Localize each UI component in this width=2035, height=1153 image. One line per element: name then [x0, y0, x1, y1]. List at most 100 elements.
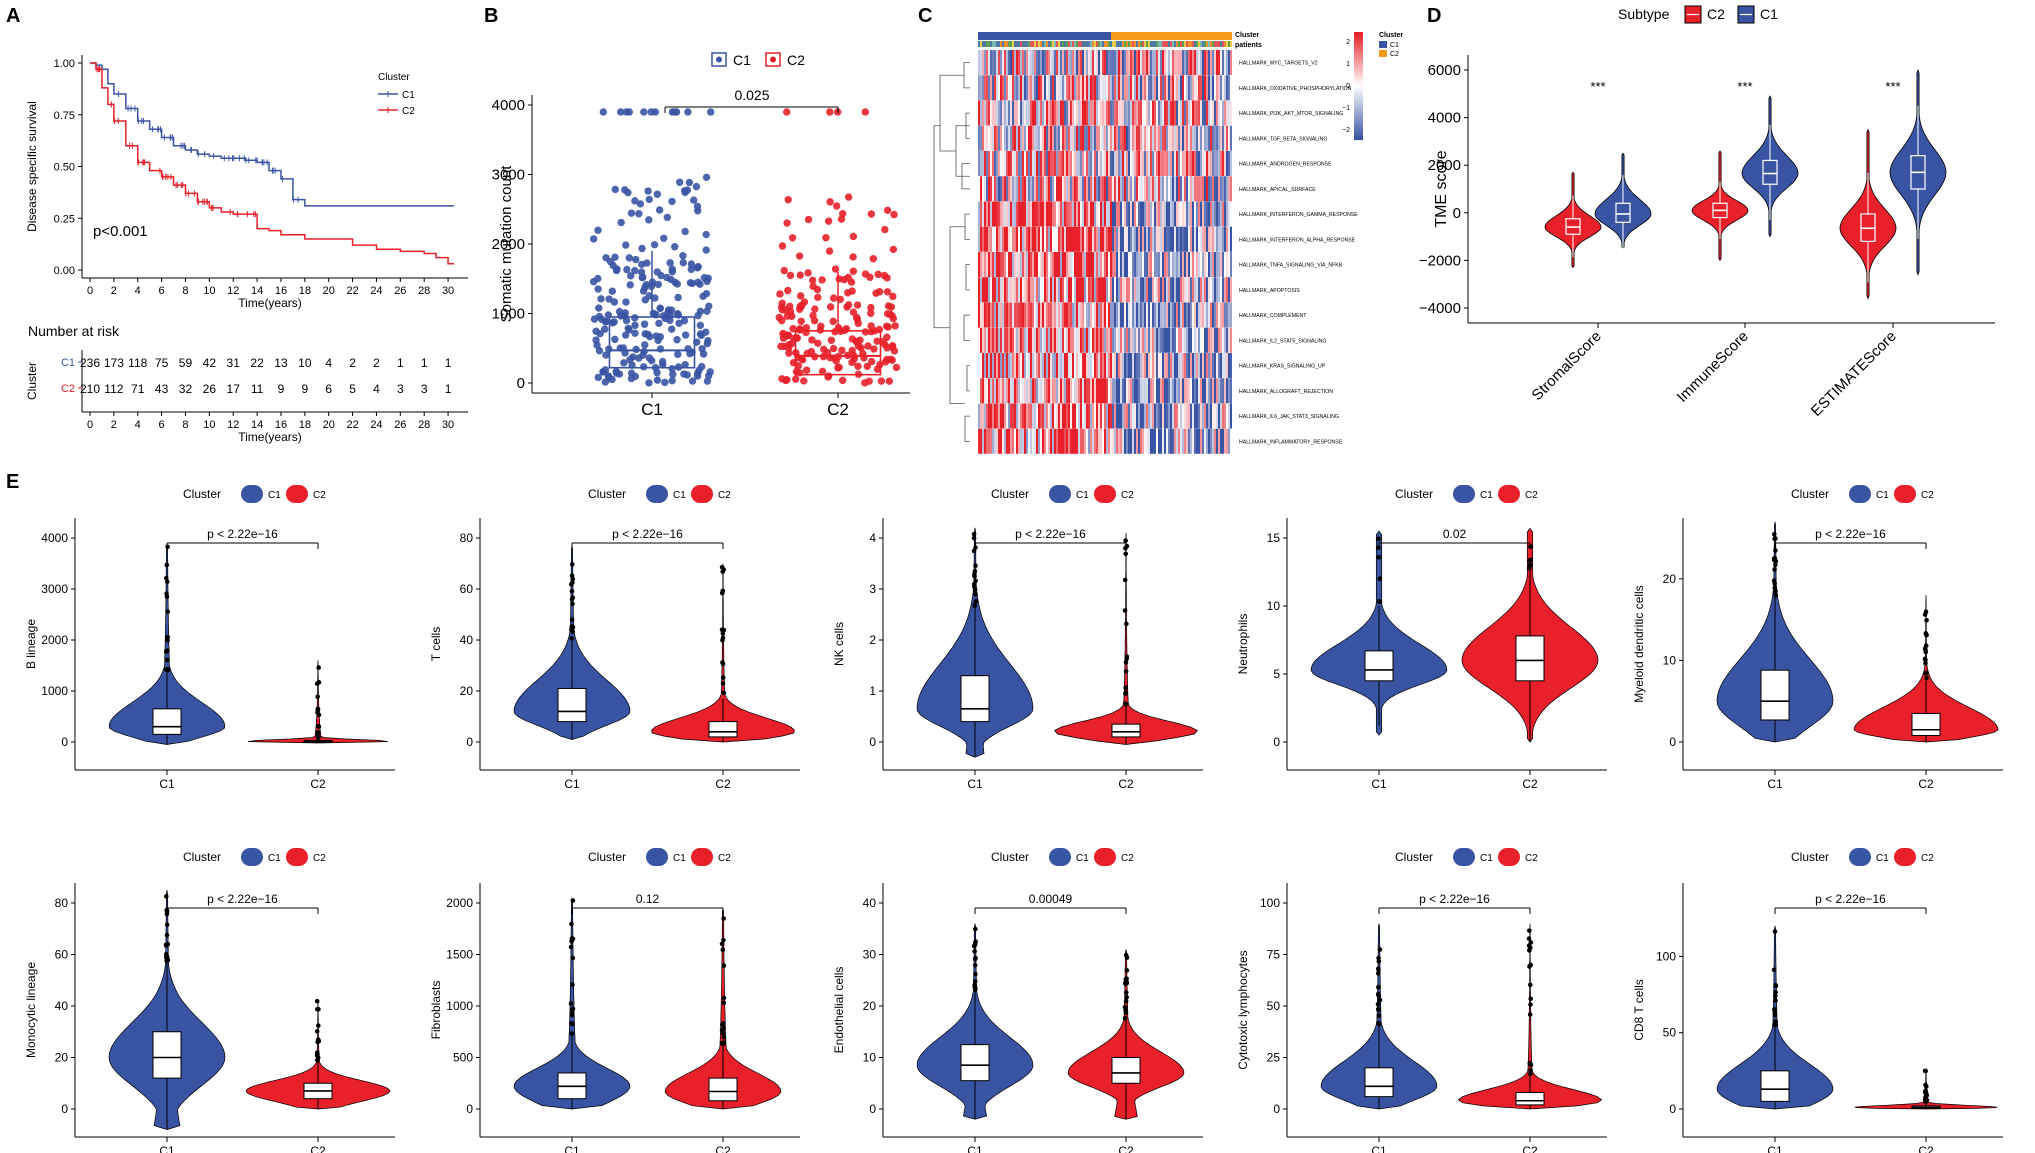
- cell-legend-title: Cluster: [991, 850, 1029, 864]
- km-x-tick-label: 12: [227, 285, 239, 297]
- heatmap-cell: [1132, 302, 1134, 328]
- cell-legend-key-c2: [1498, 848, 1520, 866]
- heatmap-cell: [1056, 353, 1058, 379]
- heatmap-cell: [1110, 125, 1112, 151]
- heatmap-cell: [1048, 277, 1050, 303]
- risk-value: 4: [373, 382, 380, 396]
- mut-box-c1: [608, 316, 696, 369]
- heatmap-cell: [994, 327, 996, 353]
- heatmap-cell: [1012, 428, 1014, 454]
- heatmap-cell: [1086, 100, 1088, 126]
- heatmap-cell: [1046, 75, 1048, 101]
- heatmap-cell: [1030, 378, 1032, 404]
- heatmap-cell: [1046, 226, 1048, 252]
- heatmap-cell: [1116, 100, 1118, 126]
- heatmap-cell: [1158, 201, 1160, 227]
- heatmap-cell: [1034, 403, 1036, 429]
- heatmap-cell: [1206, 302, 1208, 328]
- heatmap-cell: [1226, 176, 1228, 202]
- heatmap-cell: [1202, 201, 1204, 227]
- heatmap-cell: [1032, 302, 1034, 328]
- heatmap-cell: [1152, 378, 1154, 404]
- heatmap-cell: [1188, 403, 1190, 429]
- cell-box: [1760, 669, 1790, 721]
- heatmap-cell: [1022, 327, 1024, 353]
- heatmap-patient-cell: [1148, 41, 1150, 47]
- heatmap-cell: [1202, 151, 1204, 177]
- heatmap-cell: [1222, 252, 1224, 278]
- cell-violin-c2: [1853, 595, 1999, 743]
- cell-outlier: [569, 581, 574, 587]
- heatmap-cell: [1008, 125, 1010, 151]
- heatmap-cell: [1062, 327, 1064, 353]
- heatmap-cell: [1018, 50, 1020, 76]
- cell-outlier: [1528, 1002, 1533, 1007]
- cell-box: [960, 675, 990, 723]
- mut-point: [873, 337, 881, 345]
- heatmap-cell: [1194, 125, 1196, 151]
- heatmap-cell: [1154, 403, 1156, 429]
- mut-point: [646, 332, 654, 341]
- heatmap-cell: [1042, 252, 1044, 278]
- heatmap-cell: [1172, 151, 1174, 177]
- heatmap-cell: [1082, 302, 1084, 328]
- heatmap-cell: [1202, 378, 1204, 404]
- heatmap-cell: [986, 428, 988, 454]
- heatmap-cell: [1036, 252, 1038, 278]
- heatmap-cell: [1040, 327, 1042, 353]
- heatmap-cell: [1226, 378, 1228, 404]
- heatmap-cell: [1108, 327, 1110, 353]
- heatmap-cell: [1054, 201, 1056, 227]
- km-y-label: Disease specific survival: [25, 101, 39, 232]
- cell-outlier: [1772, 567, 1777, 572]
- heatmap-scale-cell: [1354, 52, 1363, 55]
- heatmap-cell: [1088, 327, 1090, 353]
- heatmap-cell: [1186, 277, 1188, 303]
- heatmap-cell: [1080, 151, 1082, 177]
- heatmap-patient-cell: [1032, 41, 1034, 47]
- heatmap-patient-cell: [1010, 41, 1012, 47]
- heatmap-cell: [1228, 125, 1230, 151]
- heatmap-patient-cell: [984, 41, 986, 47]
- heatmap-cell: [1098, 151, 1100, 177]
- heatmap-cell: [978, 125, 980, 151]
- cell-pvalue: 0.02: [1443, 527, 1467, 541]
- heatmap-cell: [1172, 302, 1174, 328]
- heatmap-cell: [1104, 50, 1106, 76]
- heatmap-cell: [1098, 428, 1100, 454]
- heatmap-row-label: HALLMARK_APOPTOSIS: [1239, 288, 1300, 294]
- heatmap-scale-cell: [1354, 128, 1363, 131]
- heatmap-cell: [1154, 201, 1156, 227]
- heatmap-cell: [1192, 403, 1194, 429]
- cell-outlier: [1375, 971, 1381, 976]
- heatmap-legend-title: Cluster: [1379, 32, 1403, 39]
- heatmap-cell: [1034, 176, 1036, 202]
- heatmap-cell: [1128, 151, 1130, 177]
- heatmap-cell: [1136, 75, 1138, 101]
- heatmap-cell: [1202, 353, 1204, 379]
- mut-point: [788, 234, 797, 242]
- heatmap-cell: [1108, 100, 1110, 126]
- heatmap-cell: [1130, 403, 1132, 429]
- mut-point: [627, 209, 636, 217]
- cell-box: [708, 721, 738, 738]
- cell-outlier: [720, 947, 726, 953]
- mut-point: [639, 287, 648, 295]
- mut-legend-label: C1: [733, 52, 751, 68]
- heatmap-cell: [1128, 353, 1130, 379]
- heatmap-cell: [1132, 226, 1134, 252]
- heatmap-cell: [1184, 151, 1186, 177]
- heatmap-patient-cell: [1074, 41, 1076, 47]
- cell-y-label: Neutrophils: [1236, 614, 1250, 675]
- cell-pvalue: p < 2.22e−16: [207, 892, 278, 906]
- heatmap-cell: [1160, 428, 1162, 454]
- heatmap-cell: [1124, 302, 1126, 328]
- heatmap-cell: [1198, 353, 1200, 379]
- heatmap-cell: [1044, 277, 1046, 303]
- mut-point: [786, 302, 794, 311]
- cell-legend-label: C2: [313, 853, 326, 864]
- risk-y-label: Cluster: [25, 362, 39, 400]
- heatmap-cell: [980, 176, 982, 202]
- heatmap-cell: [1060, 403, 1062, 429]
- heatmap-cell: [1086, 176, 1088, 202]
